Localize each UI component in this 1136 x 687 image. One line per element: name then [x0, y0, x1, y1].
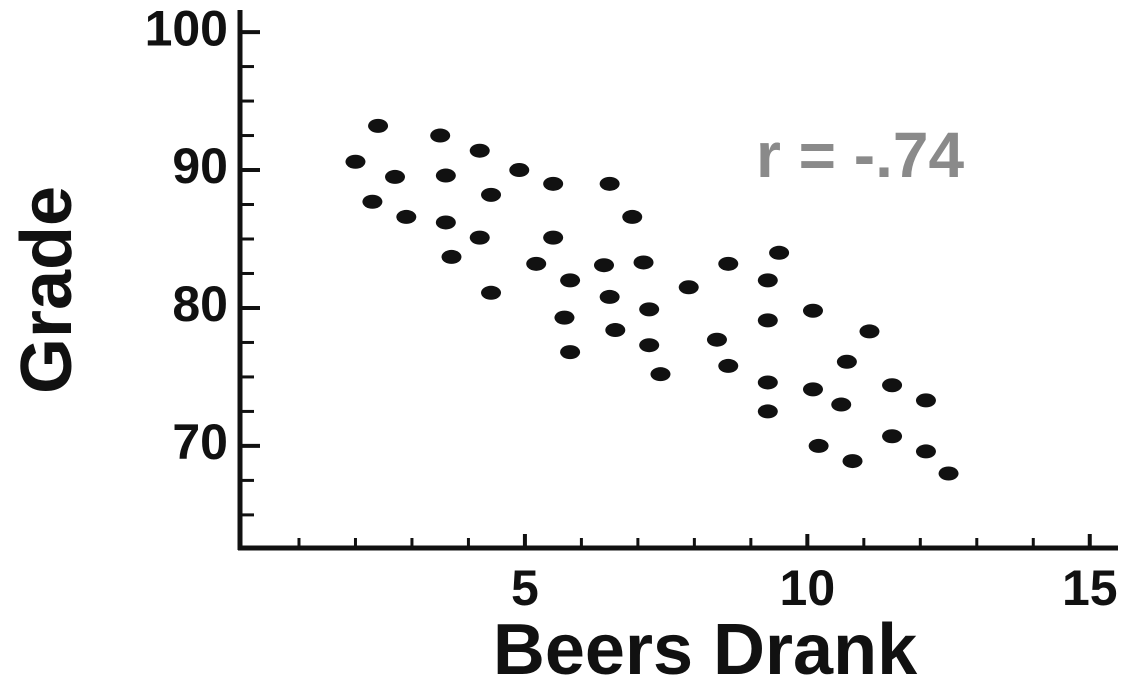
point	[757, 313, 778, 328]
point	[882, 429, 903, 444]
x-tick-label: 15	[1062, 560, 1118, 616]
point	[605, 323, 626, 338]
point	[718, 256, 739, 271]
point	[599, 176, 620, 191]
point	[509, 163, 530, 178]
point	[430, 128, 451, 143]
point	[802, 303, 823, 318]
point	[469, 143, 490, 158]
point	[469, 230, 490, 245]
point	[543, 230, 564, 245]
point	[678, 280, 699, 295]
point	[543, 176, 564, 191]
point	[593, 258, 614, 273]
point	[915, 444, 936, 459]
point	[441, 249, 462, 264]
point	[481, 187, 502, 202]
point	[802, 382, 823, 397]
x-tick-label: 10	[780, 560, 836, 616]
point	[831, 397, 852, 412]
x-tick-label: 5	[511, 560, 539, 616]
x-axis-label: Beers Drank	[493, 610, 918, 687]
y-tick-label: 100	[145, 0, 228, 56]
point	[560, 273, 581, 288]
point	[639, 302, 660, 317]
point	[836, 354, 857, 369]
y-tick-label: 70	[172, 414, 228, 470]
point	[368, 118, 389, 133]
point	[757, 375, 778, 390]
point	[915, 393, 936, 408]
point	[882, 378, 903, 393]
y-tick-label: 90	[172, 138, 228, 194]
point	[396, 209, 417, 224]
point	[385, 169, 406, 184]
y-tick-label: 80	[172, 276, 228, 332]
annotation: r = -.74	[756, 119, 965, 191]
point	[560, 345, 581, 360]
point	[481, 285, 502, 300]
point	[526, 256, 547, 271]
point	[718, 358, 739, 373]
point	[639, 338, 660, 353]
point	[622, 209, 643, 224]
point	[859, 324, 880, 339]
point	[842, 454, 863, 469]
point	[633, 255, 654, 270]
y-axis-label: Grade	[7, 186, 87, 394]
point	[599, 289, 620, 304]
point	[808, 438, 829, 453]
point	[345, 154, 366, 169]
point	[435, 168, 456, 183]
point	[769, 245, 790, 260]
point	[362, 194, 383, 209]
point	[435, 215, 456, 230]
point	[757, 273, 778, 288]
point	[554, 310, 575, 325]
point	[706, 332, 727, 347]
point	[757, 404, 778, 419]
point	[650, 367, 671, 382]
point	[938, 466, 959, 481]
